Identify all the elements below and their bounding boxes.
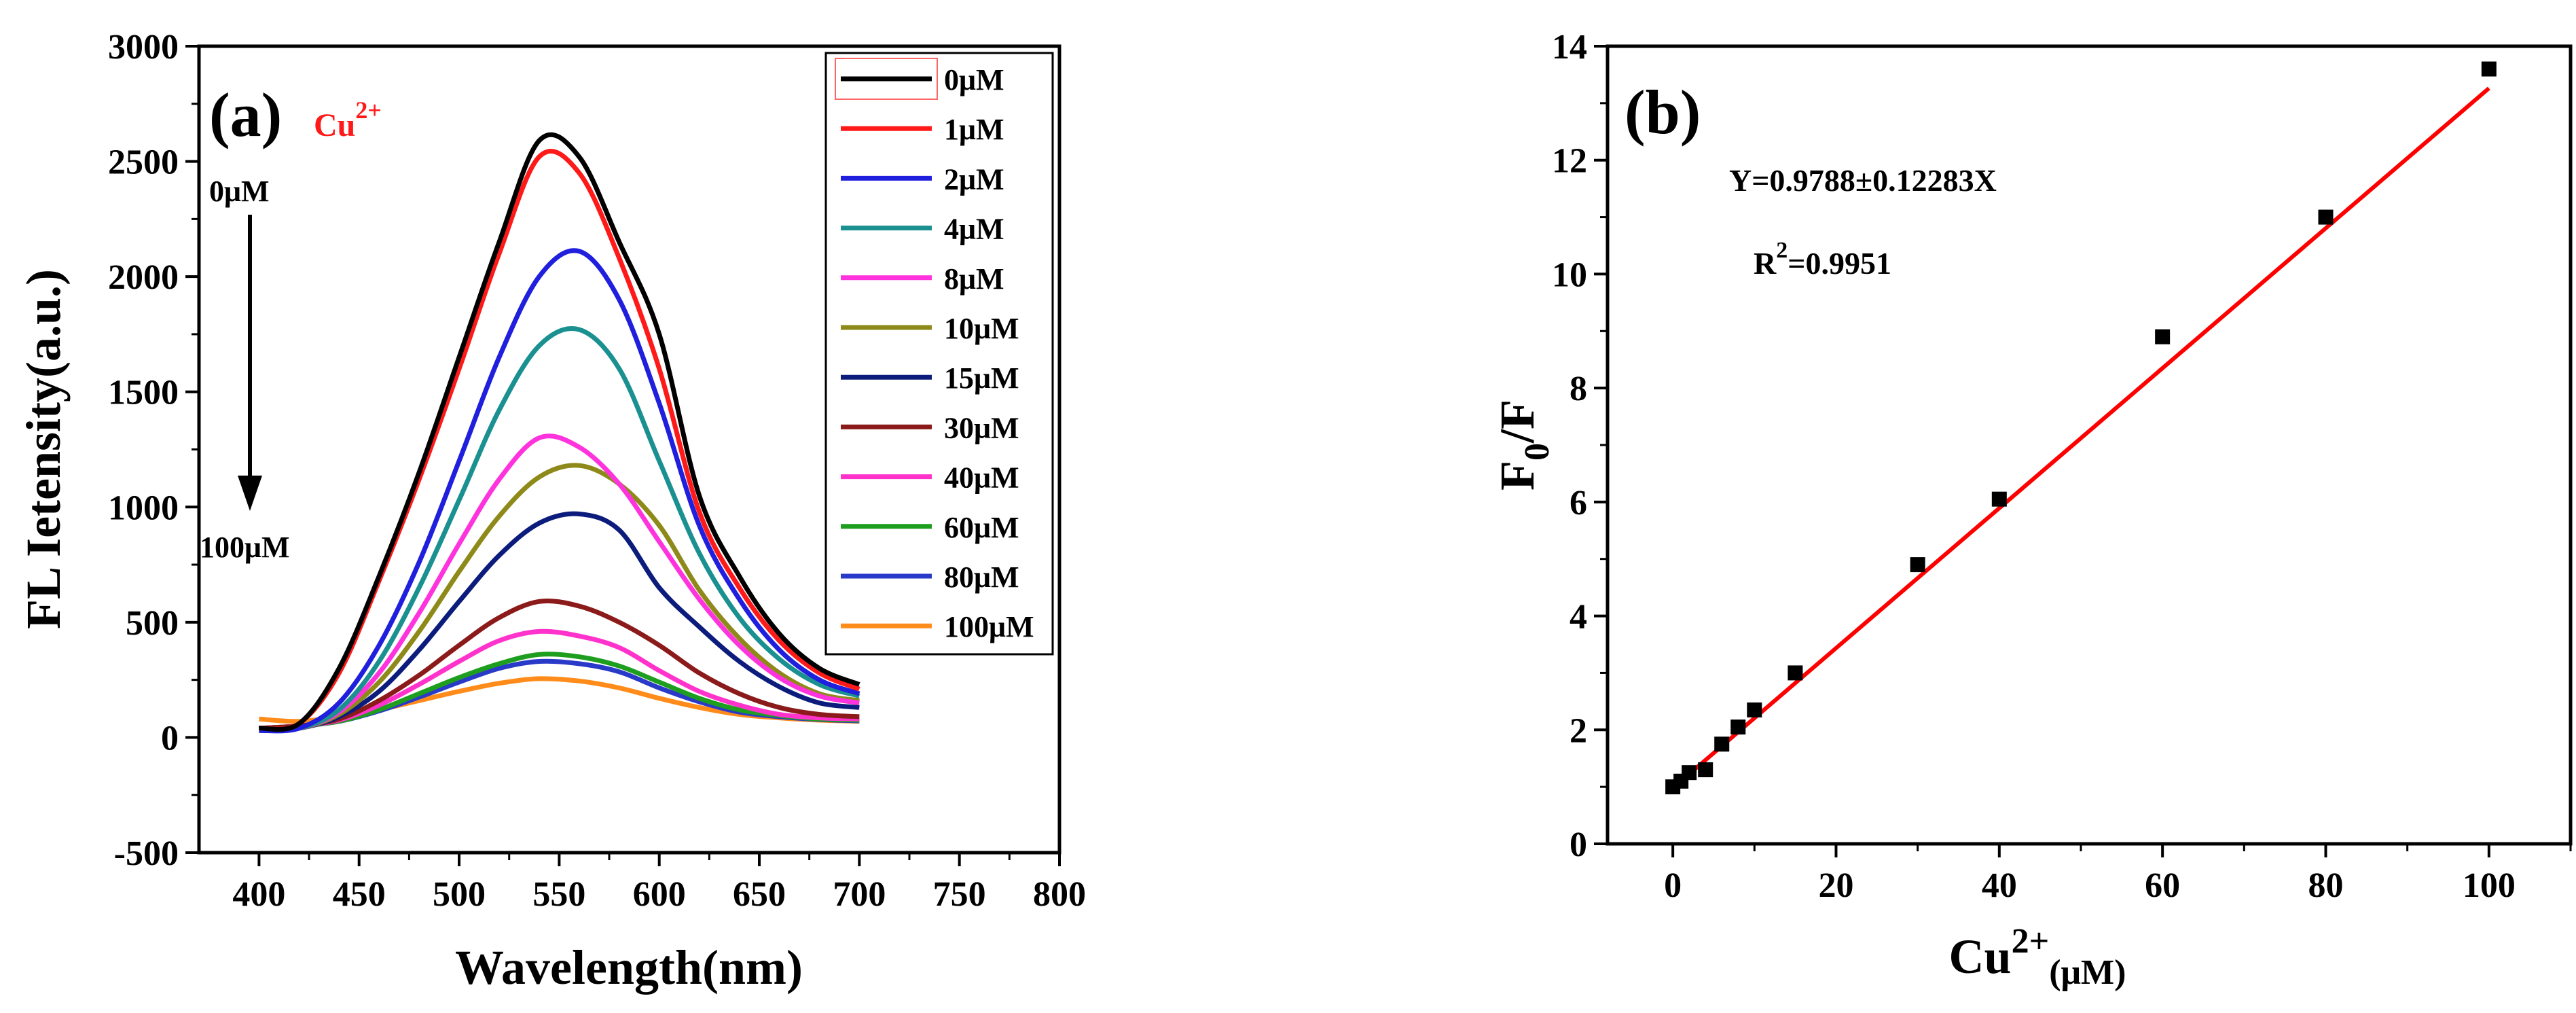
panel-a-x-tick-label: 500 xyxy=(433,875,486,914)
panel-b-y-title-rest: /F xyxy=(1490,399,1544,444)
panel-b-x-tick-label: 0 xyxy=(1664,866,1682,905)
legend-label-0μM: 0μM xyxy=(944,63,1004,96)
panel-a-legend-box xyxy=(824,52,1054,656)
panel-b-axes: 0 20 40 60 80 100 0 2 4 6 8 10 12 14 xyxy=(1552,28,2572,905)
panel-b-y-tick-label: 8 xyxy=(1570,370,1587,408)
spectrum-line-10μM xyxy=(259,463,860,733)
spectrum-line-8μM xyxy=(259,433,860,733)
data-point xyxy=(1730,719,1746,735)
panel-b-x-title-main: Cu xyxy=(1949,929,2012,984)
panel-b-r2-value: =0.9951 xyxy=(1788,246,1891,281)
panel-b-y-tick-label: 10 xyxy=(1552,255,1587,294)
panel-a-arrow-bottom-label: 100μM xyxy=(200,531,289,564)
data-point xyxy=(1714,736,1730,752)
panel-b-x-title-unit: (μM) xyxy=(2049,953,2126,992)
legend-label-1μM: 1μM xyxy=(944,113,1004,146)
panel-a-x-tick-label: 650 xyxy=(733,875,786,914)
panel-a-y-tick-label: 1500 xyxy=(108,374,179,412)
panel-b-y-tick-label: 12 xyxy=(1552,142,1587,181)
panel-b-x-axis-title: Cu2+(μM) xyxy=(1949,922,2126,992)
panel-a-legend: 0μM 1μM 2μM 4μM 8μM 10μM 15μM 30μM 40μM 60μM 80μM 1… xyxy=(824,52,1054,656)
data-point xyxy=(1698,762,1713,777)
data-point xyxy=(1788,665,1803,681)
spectrum-line-40μM xyxy=(259,628,860,731)
legend-label-10μM: 10μM xyxy=(944,312,1019,345)
legend-label-60μM: 60μM xyxy=(944,511,1019,544)
panel-b-y-axis-title: F0/F xyxy=(1490,399,1557,491)
panel-b-y-tick-label: 14 xyxy=(1552,28,1587,67)
spectrum-line-15μM xyxy=(259,511,860,733)
panel-a-x-tick-label: 800 xyxy=(1033,875,1086,914)
legend-label-15μM: 15μM xyxy=(944,361,1019,395)
data-point xyxy=(1991,491,2007,507)
panel-b-series-group xyxy=(1665,61,2497,795)
panel-b-x-tick-label: 100 xyxy=(2463,866,2516,905)
panel-b-r-squared: R2=0.9951 xyxy=(1754,238,1891,281)
panel-a-ion-label: Cu2+ xyxy=(314,96,382,143)
panel-b-r2-prefix: R xyxy=(1754,246,1777,281)
legend-label-30μM: 30μM xyxy=(944,411,1019,444)
panel-b-y-title-main: F xyxy=(1490,461,1544,491)
panel-a-x-tick-label: 450 xyxy=(333,875,386,914)
panel-a-x-tick-label: 550 xyxy=(532,875,585,914)
data-point xyxy=(2481,61,2497,77)
data-point xyxy=(1910,557,1925,573)
spectrum-line-0μM xyxy=(258,132,860,732)
panel-a-ion-symbol: Cu xyxy=(314,107,355,143)
panel-b-x-tick-label: 60 xyxy=(2145,866,2180,905)
panel-b-y-tick-label: 0 xyxy=(1570,825,1587,864)
legend-highlight-box xyxy=(835,58,938,100)
data-point xyxy=(2155,329,2171,344)
panel-a-y-tick-label: 3000 xyxy=(108,28,179,67)
legend-label-40μM: 40μM xyxy=(944,461,1019,495)
linear-fit-line xyxy=(1671,86,2490,790)
panel-a-y-axis-title: FL Ietensity(a.u.) xyxy=(16,269,71,629)
panel-a-x-tick-label: 400 xyxy=(232,875,285,914)
spectrum-line-30μM xyxy=(259,598,860,731)
panel-a-x-tick-label: 750 xyxy=(933,875,986,914)
spectrum-line-60μM xyxy=(259,652,860,731)
panel-a-x-tick-label: 700 xyxy=(833,875,886,914)
panel-a-x-axis-title: Wavelength(nm) xyxy=(455,940,803,995)
panel-b-y-tick-label: 6 xyxy=(1570,484,1587,522)
panel-a-y-tick-label: 500 xyxy=(126,604,179,643)
panel-b-equation: Y=0.9788±0.12283X xyxy=(1729,163,1997,198)
panel-b-y-title-sub: 0 xyxy=(1518,443,1557,461)
panel-a-arrow-top-label: 0μM xyxy=(209,175,269,208)
panel-a-label: (a) xyxy=(209,80,282,149)
panel-a-chart: 400 450 500 550 600 650 700 750 800 -500 0 500 1000 1… xyxy=(16,28,1086,995)
panel-b-x-tick-label: 80 xyxy=(2308,866,2343,905)
panel-a-y-tick-label: 0 xyxy=(161,719,179,758)
legend-label-4μM: 4μM xyxy=(944,213,1004,246)
data-point xyxy=(1682,765,1697,781)
panel-a-y-tick-label: 1000 xyxy=(108,488,179,527)
data-point xyxy=(1747,702,1762,717)
panel-a-y-tick-label: 2500 xyxy=(108,143,179,182)
panel-b-y-tick-label: 4 xyxy=(1570,598,1587,637)
panel-a-x-tick-label: 600 xyxy=(633,875,686,914)
panel-a-y-tick-label: -500 xyxy=(114,834,179,873)
panel-b-label: (b) xyxy=(1625,77,1701,147)
spectrum-line-2μM xyxy=(259,248,860,734)
panel-b-x-title-sup: 2+ xyxy=(2012,922,2050,961)
panel-b-y-tick-label: 2 xyxy=(1570,711,1587,750)
legend-label-8μM: 8μM xyxy=(944,262,1004,296)
panel-b-r2-superscript: 2 xyxy=(1776,238,1788,263)
legend-label-100μM: 100μM xyxy=(944,610,1034,643)
spectrum-line-4μM xyxy=(259,326,860,733)
legend-label-80μM: 80μM xyxy=(944,561,1019,594)
panel-a-series-group xyxy=(258,132,860,734)
arrow-head-icon xyxy=(238,476,262,511)
legend-label-2μM: 2μM xyxy=(944,162,1004,196)
panel-b-x-tick-label: 40 xyxy=(1982,866,2017,905)
panel-b-x-tick-label: 20 xyxy=(1818,866,1853,905)
panel-a-axes: 400 450 500 550 600 650 700 750 800 -500 0 500 1000 1… xyxy=(108,28,1086,914)
data-point xyxy=(2318,209,2334,225)
panel-a-y-tick-label: 2000 xyxy=(108,258,179,297)
panel-a-ion-charge: 2+ xyxy=(355,96,382,124)
